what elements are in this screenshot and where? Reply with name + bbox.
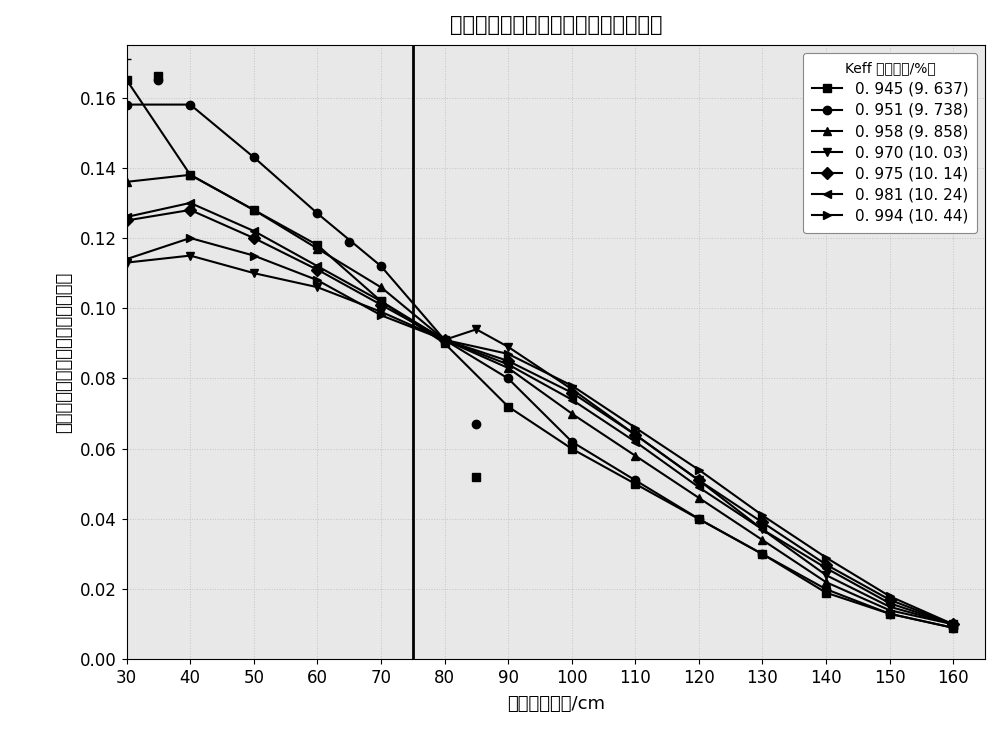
Legend: 0. 945 (9. 637), 0. 951 (9. 738), 0. 958 (9. 858), 0. 970 (10. 03), 0. 975 (10. : 0. 945 (9. 637), 0. 951 (9. 738), 0. 958… — [803, 53, 977, 233]
Title: 归一化中子通量密度形状函数空间分布: 归一化中子通量密度形状函数空间分布 — [450, 15, 662, 35]
Y-axis label: 归一化中子通量密度形状函数数值: 归一化中子通量密度形状函数数值 — [55, 272, 73, 433]
X-axis label: 堆芯径向位置/cm: 堆芯径向位置/cm — [507, 695, 605, 713]
